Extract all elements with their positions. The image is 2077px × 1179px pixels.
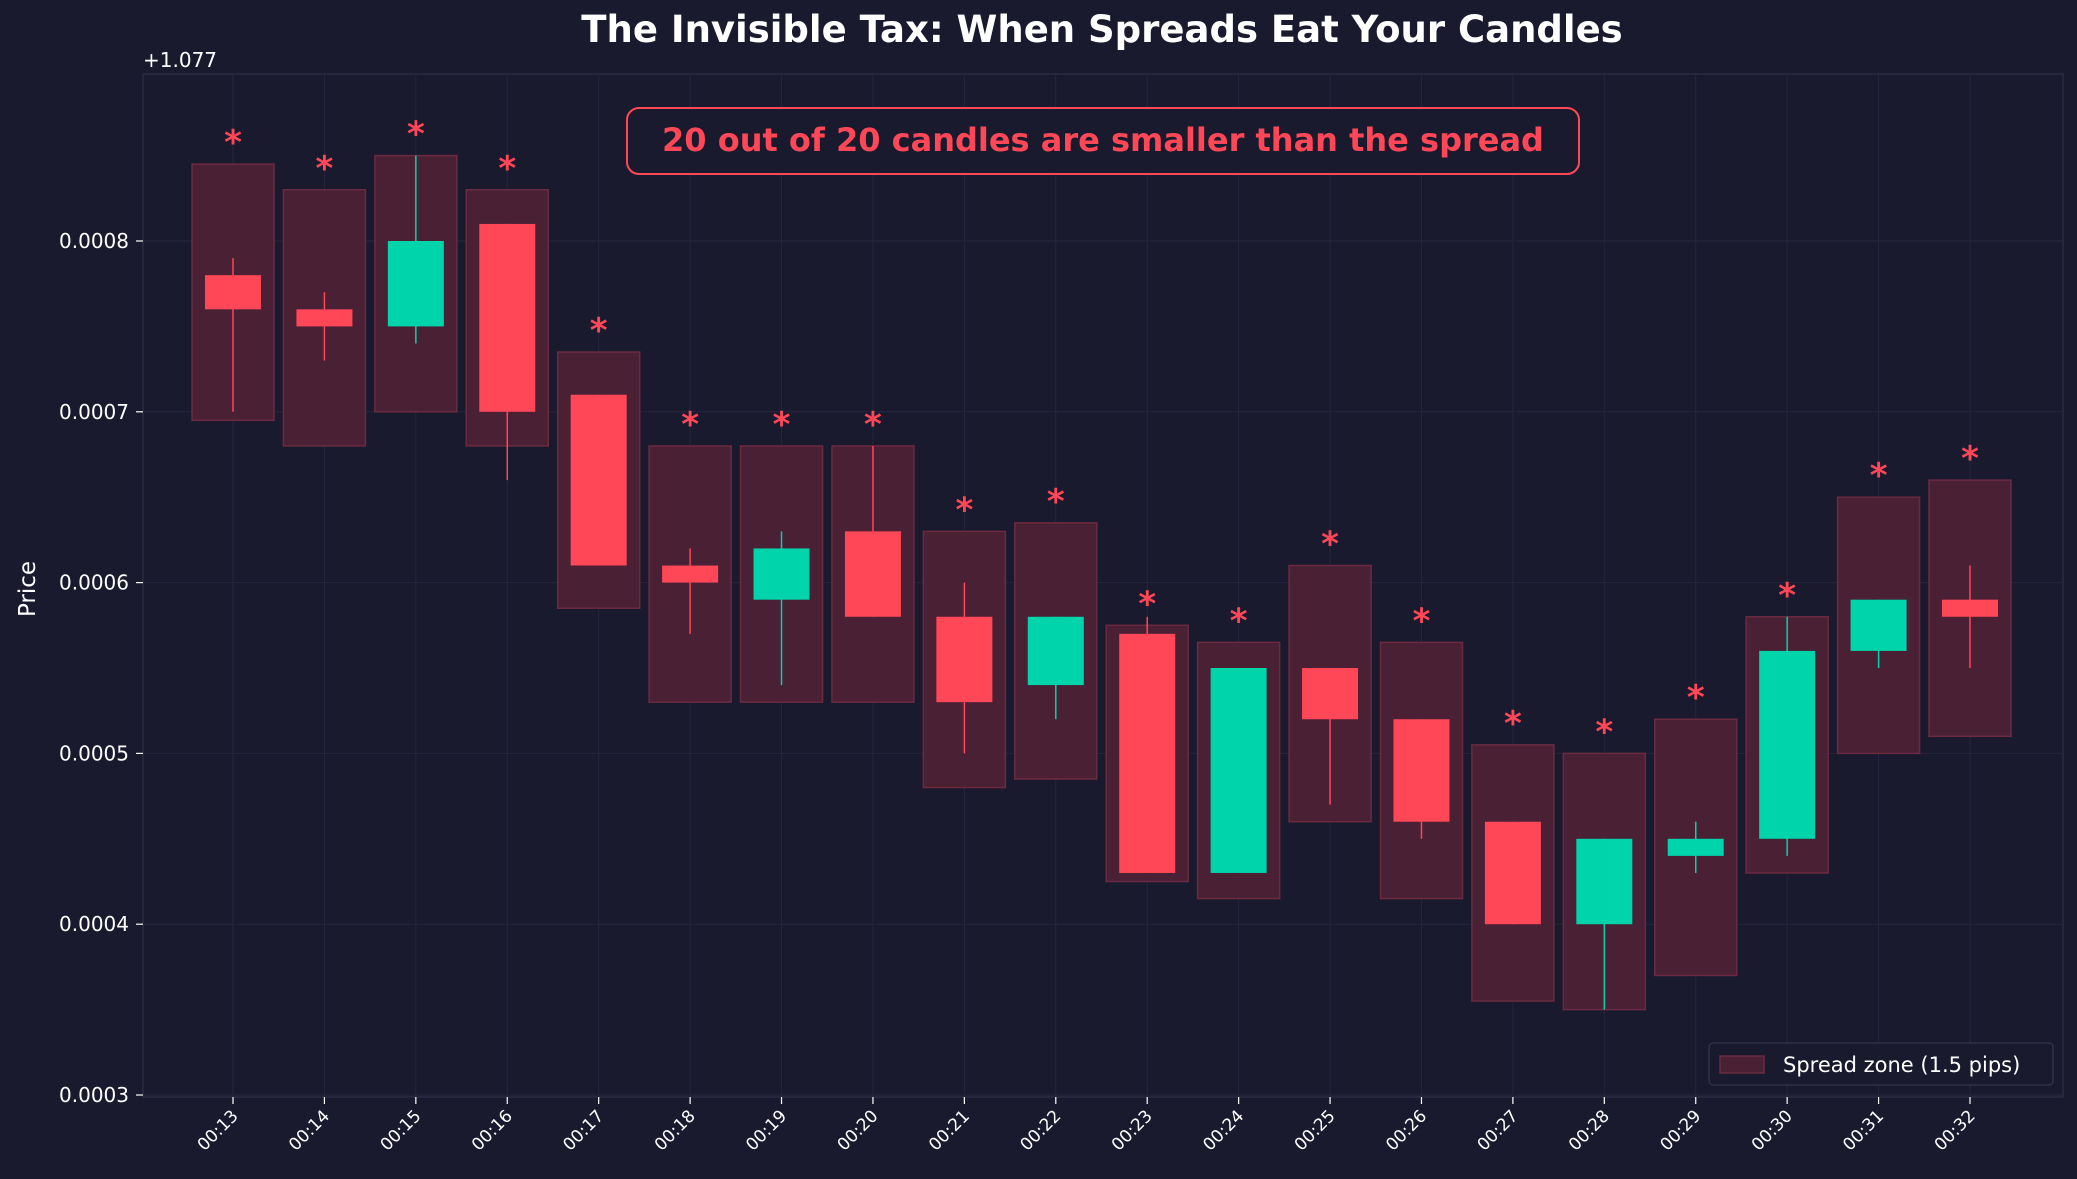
candle-body [296, 309, 353, 327]
spread-marker-star: * [1047, 482, 1065, 522]
annotation-text: 20 out of 20 candles are smaller than th… [662, 121, 1544, 159]
spread-marker-star: * [681, 405, 699, 445]
candle-body [1850, 599, 1907, 651]
legend-frame [1708, 1042, 2054, 1086]
spread-marker-star: * [1687, 678, 1705, 718]
candle-body [1027, 616, 1084, 686]
candle-body [1484, 821, 1541, 925]
y-tick-label: 0.0007 [59, 400, 129, 424]
spread-markers: * * * * * * * * * * * * * * * * * * * * [224, 115, 1979, 753]
legend-swatch [1719, 1055, 1765, 1074]
candle-body [1667, 838, 1724, 856]
candle-body [1942, 599, 1998, 617]
y-tick-label: 0.0006 [59, 571, 129, 595]
y-tick-label: 0.0008 [59, 229, 129, 253]
spread-marker-star: * [590, 311, 608, 351]
spread-marker-star: * [1413, 601, 1431, 641]
candle-body [1302, 668, 1359, 720]
spread-marker-star: * [1230, 601, 1248, 641]
spread-marker-star: * [1961, 439, 1979, 479]
spread-marker-star: * [1595, 712, 1613, 752]
candle-bodies [205, 223, 1998, 925]
spread-marker-star: * [407, 115, 425, 155]
y-tick-label: 0.0005 [59, 741, 129, 765]
spread-marker-star: * [1778, 576, 1796, 616]
spread-marker-star: * [955, 490, 973, 530]
spread-marker-star: * [1870, 456, 1888, 496]
candle-body [1576, 838, 1633, 925]
candle-body [1393, 719, 1450, 822]
candle-body [936, 616, 993, 703]
candle-body [753, 548, 810, 600]
spread-marker-star: * [1138, 584, 1156, 624]
y-tick-label: 0.0004 [59, 912, 129, 936]
y-axis-ticks: 0.0003 0.0004 0.0005 0.0006 0.0007 0.0008 [59, 229, 143, 1107]
y-offset-label: +1.077 [143, 48, 217, 72]
spread-marker-star: * [1504, 704, 1522, 744]
annotation-frame [626, 107, 1580, 175]
spread-marker-star: * [498, 149, 516, 189]
spread-marker-star: * [316, 149, 334, 189]
spread-marker-star: * [1321, 525, 1339, 565]
candle-body [387, 241, 444, 327]
candle-body [479, 223, 536, 412]
spread-marker-star: * [864, 405, 882, 445]
candle-body [844, 531, 901, 617]
legend-label: Spread zone (1.5 pips) [1783, 1053, 2020, 1077]
candle-body [1759, 650, 1816, 839]
spread-marker-star: * [773, 405, 791, 445]
chart-title: The Invisible Tax: When Spreads Eat Your… [581, 8, 1622, 51]
candle-body [1210, 668, 1267, 873]
plot-frame [142, 73, 2064, 1098]
candle-body [205, 275, 261, 310]
annotation-box: 20 out of 20 candles are smaller than th… [626, 107, 1580, 175]
y-axis-label: Price [15, 561, 41, 617]
y-tick-label: 0.0003 [59, 1083, 129, 1107]
legend: Spread zone (1.5 pips) [1708, 1042, 2054, 1086]
candle-body [662, 565, 719, 583]
candle-body [1119, 633, 1176, 873]
candle-body [570, 394, 627, 566]
spread-marker-star: * [224, 123, 242, 163]
